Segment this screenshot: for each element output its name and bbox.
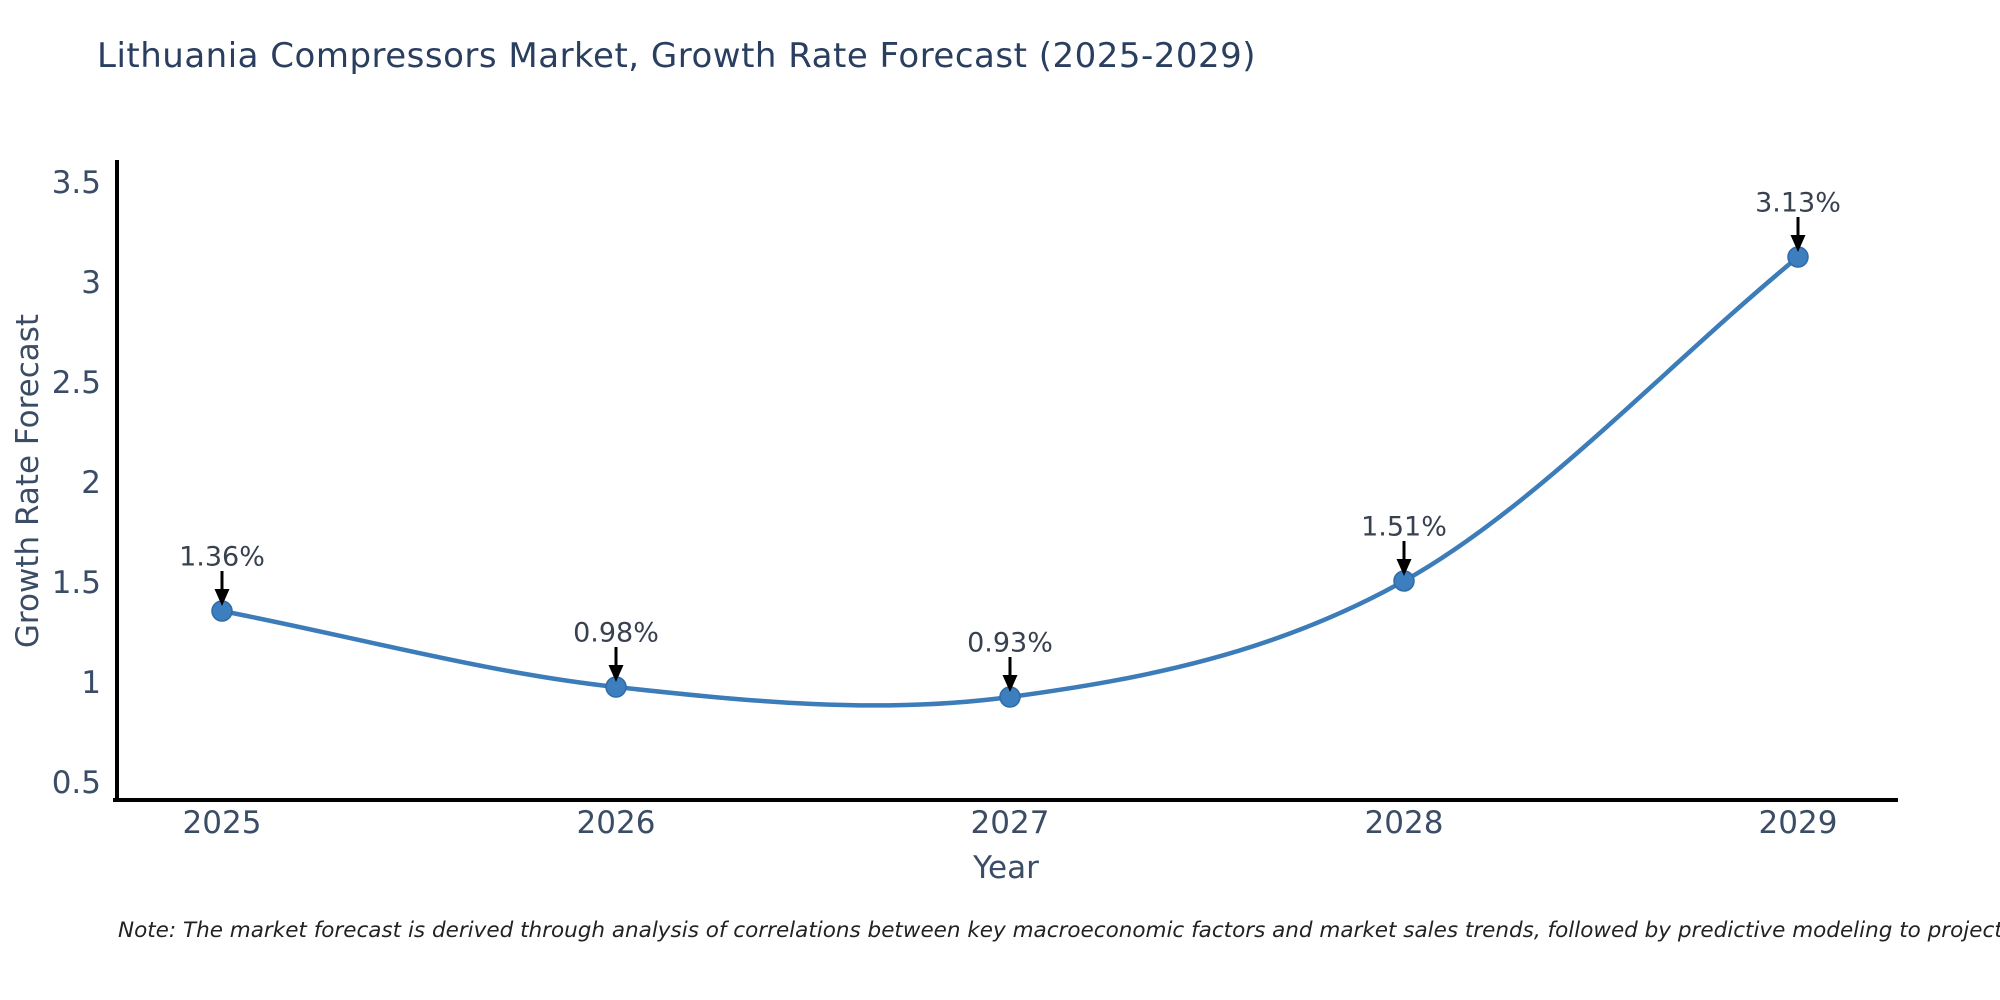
point-value-label: 1.36%	[179, 541, 265, 573]
y-tick-label: 2.5	[51, 365, 101, 401]
y-tick-label: 3.5	[51, 165, 101, 201]
y-tick-label: 0.5	[51, 765, 101, 801]
x-tick-label: 2027	[970, 805, 1050, 841]
y-tick-label: 1.5	[51, 565, 101, 601]
x-tick-label: 2026	[576, 805, 656, 841]
annotation-arrow-head	[1396, 559, 1412, 576]
x-tick-label: 2025	[182, 805, 262, 841]
annotation-arrow-head	[1790, 235, 1806, 252]
point-value-label: 1.51%	[1361, 511, 1447, 543]
annotation-arrow-head	[1002, 675, 1018, 692]
annotation-arrow-head	[214, 589, 230, 606]
point-value-label: 3.13%	[1755, 187, 1841, 219]
x-tick-label: 2029	[1758, 805, 1838, 841]
y-axis-title: Growth Rate Forecast	[10, 313, 46, 649]
point-value-label: 0.93%	[967, 627, 1053, 659]
chart-title: Lithuania Compressors Market, Growth Rat…	[97, 36, 1257, 76]
point-value-label: 0.98%	[573, 617, 659, 649]
y-tick-label: 1	[81, 665, 101, 701]
x-axis-title: Year	[973, 850, 1039, 886]
x-tick-label: 2028	[1364, 805, 1444, 841]
footnote: Note: The market forecast is derived thr…	[118, 918, 2000, 943]
y-tick-label: 3	[81, 265, 101, 301]
annotation-arrow-head	[608, 665, 624, 682]
y-tick-label: 2	[81, 465, 101, 501]
